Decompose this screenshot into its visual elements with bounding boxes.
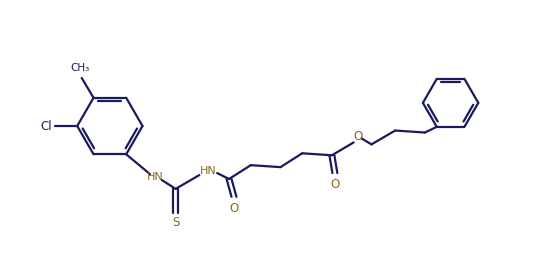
Text: O: O <box>353 130 362 143</box>
Text: Cl: Cl <box>41 120 52 133</box>
Text: O: O <box>229 202 238 215</box>
Text: CH₃: CH₃ <box>70 63 89 73</box>
Text: HN: HN <box>146 172 163 182</box>
Text: HN: HN <box>200 166 217 176</box>
Text: O: O <box>330 179 340 192</box>
Text: S: S <box>172 216 179 229</box>
